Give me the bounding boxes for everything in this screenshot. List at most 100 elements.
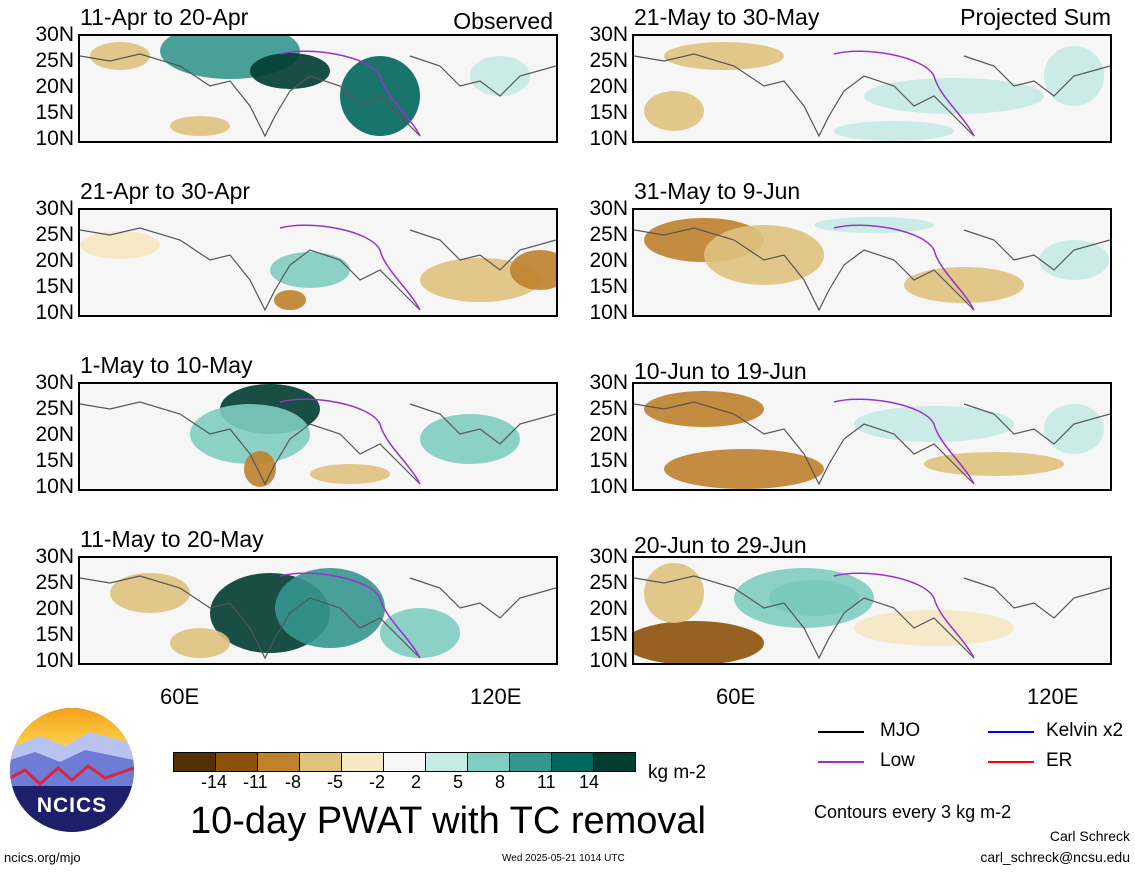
colorbar-swatch [594, 753, 635, 771]
lat-label: 30N [35, 197, 74, 220]
projected-sum-label: Projected Sum [960, 4, 1111, 30]
ncics-logo: NCICS [10, 708, 134, 832]
colorbar-swatch [510, 753, 552, 771]
panel-title: 31-May to 9-Jun [634, 178, 801, 204]
colorbar [173, 752, 636, 772]
lat-label: 25N [589, 223, 628, 246]
lat-label: 25N [589, 397, 628, 420]
lat-label: 20N [589, 597, 628, 620]
colorbar-tick-label: -2 [369, 772, 386, 792]
lat-label: 10N [589, 301, 628, 324]
lat-label: 10N [35, 301, 74, 324]
lat-label: 25N [35, 49, 74, 72]
lon-label: 60E [716, 684, 756, 709]
pwat-anomaly-fill [80, 36, 556, 138]
lat-label: 10N [35, 127, 74, 150]
colorbar-tick-label: 2 [411, 772, 422, 792]
lat-label: 20N [589, 75, 628, 98]
colorbar-swatch [384, 753, 426, 771]
panel-title: 21-May to 30-May [634, 4, 820, 30]
low-contour [833, 50, 975, 137]
lat-label: 15N [35, 449, 74, 472]
legend-kelvin-label: Kelvin x2 [1046, 720, 1124, 741]
map-panel-2 [78, 208, 558, 317]
footer-url[interactable]: ncics.org/mjo [4, 850, 81, 865]
low-contour [279, 224, 421, 311]
coastline [80, 227, 556, 312]
panel-title: 11-Apr to 20-Apr [80, 4, 249, 30]
pwat-anomaly-fill [634, 217, 1110, 312]
colorbar-swatch [426, 753, 468, 771]
map-panel-8 [632, 556, 1112, 665]
legend-mjo-line [818, 731, 864, 733]
pwat-anomaly-fill [80, 384, 556, 487]
colorbar-tick-label: 5 [453, 772, 464, 792]
lat-label: 20N [589, 423, 628, 446]
colorbar-swatch [552, 753, 594, 771]
colorbar-swatch [300, 753, 342, 771]
pwat-anomaly-fill [634, 563, 1110, 663]
low-contour [833, 398, 975, 485]
coastline [634, 227, 1110, 312]
lat-label: 30N [589, 23, 628, 46]
lat-label: 15N [589, 275, 628, 298]
colorbar-tick-label: -5 [327, 772, 344, 792]
contours-note: Contours every 3 kg m-2 [814, 802, 1012, 822]
lat-label: 10N [35, 649, 74, 672]
panel-title: 11-May to 20-May [80, 526, 264, 552]
legend-low-label: Low [880, 750, 915, 771]
map-panel-7 [632, 382, 1112, 491]
footer-author: Carl Schreck [1049, 828, 1130, 844]
coastline [80, 53, 556, 138]
lat-label: 25N [589, 571, 628, 594]
legend-er-line [988, 761, 1034, 763]
colorbar-tick-label: 11 [537, 772, 556, 792]
coastline [634, 401, 1110, 486]
colorbar-tick-label: -14 [201, 772, 228, 792]
lat-label: 10N [589, 475, 628, 498]
footer-email[interactable]: carl_schreck@ncsu.edu [980, 849, 1130, 865]
low-contour [279, 50, 421, 137]
colorbar-tick-label: -8 [285, 772, 302, 792]
coastline [80, 401, 556, 486]
pwat-anomaly-fill [80, 568, 556, 660]
lat-label: 30N [35, 371, 74, 394]
lat-label: 15N [589, 623, 628, 646]
lat-label: 20N [35, 423, 74, 446]
low-contour [279, 572, 421, 659]
lat-label: 10N [589, 127, 628, 150]
pwat-anomaly-fill [634, 391, 1110, 489]
lat-label: 15N [35, 275, 74, 298]
legend-er-label: ER [1046, 750, 1073, 771]
coastline [634, 575, 1110, 660]
low-contour [279, 398, 421, 485]
observed-label: Observed [453, 8, 553, 34]
lat-label: 30N [589, 197, 628, 220]
legend-low-line [818, 761, 864, 763]
lat-label: 30N [35, 23, 74, 46]
colorbar-swatch [174, 753, 216, 771]
colorbar-units: kg m-2 [648, 762, 707, 783]
lat-label: 15N [35, 623, 74, 646]
lat-label: 15N [589, 101, 628, 124]
lat-label: 25N [35, 223, 74, 246]
map-panel-5 [632, 34, 1112, 143]
lon-label: 120E [1027, 684, 1079, 709]
lat-label: 30N [35, 545, 74, 568]
low-contour [833, 224, 975, 311]
legend-mjo-label: MJO [880, 720, 921, 741]
lat-label: 25N [35, 397, 74, 420]
lat-label: 25N [589, 49, 628, 72]
lat-label: 10N [35, 475, 74, 498]
lat-label: 20N [35, 249, 74, 272]
colorbar-swatch [216, 753, 258, 771]
lon-label: 120E [470, 684, 522, 709]
panel-title: 10-Jun to 19-Jun [634, 358, 807, 384]
coastline [80, 575, 556, 660]
coastline [634, 53, 1110, 138]
map-panel-1 [78, 34, 558, 143]
colorbar-swatch [342, 753, 384, 771]
logo-text: NCICS [37, 794, 107, 817]
panel-title: 21-Apr to 30-Apr [80, 178, 251, 204]
panel-title: 1-May to 10-May [80, 352, 253, 378]
